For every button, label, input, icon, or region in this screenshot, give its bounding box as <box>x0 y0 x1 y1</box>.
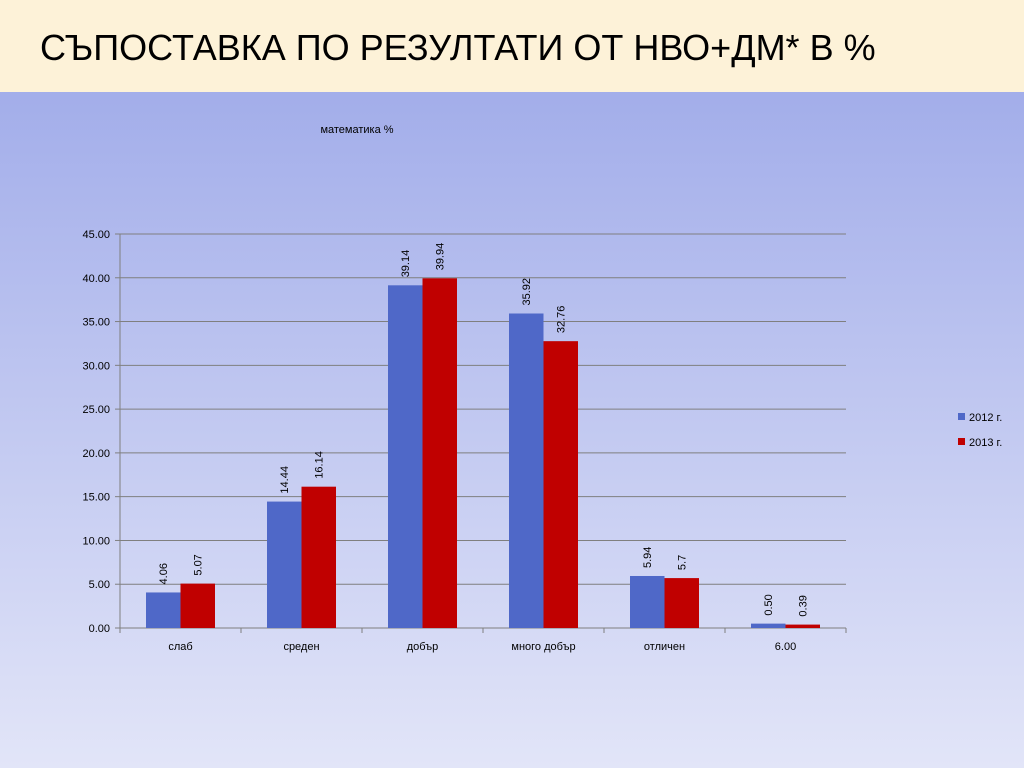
data-label: 0.39 <box>798 595 810 616</box>
data-label: 32.76 <box>556 306 568 334</box>
data-label: 39.14 <box>400 250 412 278</box>
y-tick-label: 35.00 <box>82 317 110 329</box>
bar <box>422 278 457 628</box>
bar <box>751 623 786 628</box>
data-label: 5.94 <box>642 547 654 568</box>
legend-swatch <box>958 413 965 420</box>
legend-label: 2012 г. <box>969 412 1002 424</box>
legend-label: 2013 г. <box>969 437 1002 449</box>
legend-swatch <box>958 438 965 445</box>
x-tick-label: отличен <box>644 641 685 653</box>
bar <box>388 285 423 628</box>
data-label: 5.07 <box>193 554 205 575</box>
x-tick-label: среден <box>283 641 319 653</box>
y-tick-label: 0.00 <box>89 623 110 635</box>
data-label: 5.7 <box>677 555 689 570</box>
y-tick-label: 5.00 <box>89 579 110 591</box>
bar <box>630 575 665 628</box>
bar <box>785 624 820 628</box>
y-tick-label: 40.00 <box>82 273 110 285</box>
bar <box>267 501 302 628</box>
x-tick-label: добър <box>407 641 438 653</box>
x-tick-label: много добър <box>511 641 575 653</box>
bar <box>180 583 215 628</box>
bar <box>664 578 699 628</box>
bar <box>146 592 181 628</box>
bar <box>543 341 578 628</box>
x-tick-label: 6.00 <box>775 641 796 653</box>
data-label: 0.50 <box>763 594 775 615</box>
y-tick-label: 45.00 <box>82 229 110 241</box>
data-label: 16.14 <box>314 451 326 479</box>
bar <box>301 486 336 628</box>
y-tick-label: 10.00 <box>82 535 110 547</box>
x-tick-label: слаб <box>168 641 192 653</box>
y-tick-label: 25.00 <box>82 404 110 416</box>
header-band <box>0 0 1024 92</box>
data-label: 14.44 <box>279 466 291 494</box>
y-tick-label: 30.00 <box>82 360 110 372</box>
bar <box>509 313 544 628</box>
chart-title: математика % <box>320 124 393 136</box>
slide-title: СЪПОСТАВКА ПО РЕЗУЛТАТИ ОТ НВО+ДМ* В % <box>40 27 876 68</box>
data-label: 4.06 <box>158 563 170 584</box>
y-tick-label: 20.00 <box>82 448 110 460</box>
data-label: 35.92 <box>521 278 533 306</box>
data-label: 39.94 <box>435 243 447 271</box>
y-tick-label: 15.00 <box>82 492 110 504</box>
